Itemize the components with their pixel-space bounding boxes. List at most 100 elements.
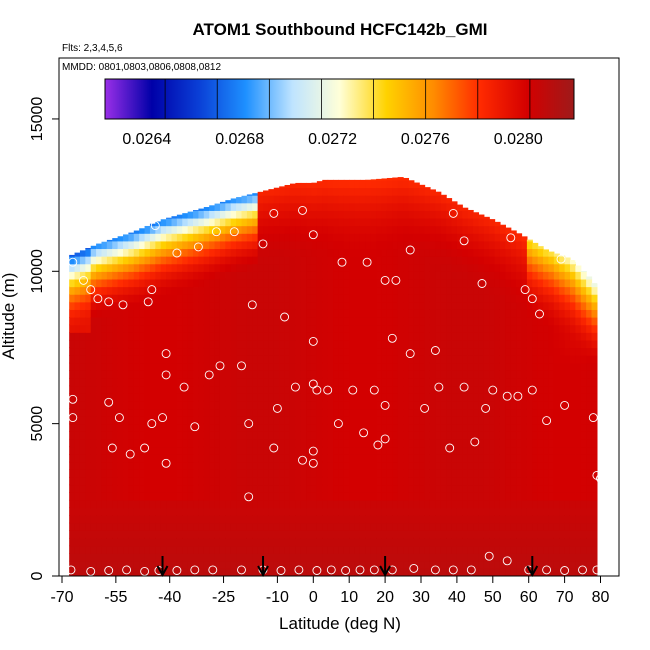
heatmap-cell <box>252 217 259 227</box>
heatmap-cell <box>354 568 361 576</box>
heatmap-cell <box>203 568 210 576</box>
heatmap-cell <box>483 301 490 310</box>
heatmap-cell <box>473 362 480 371</box>
heatmap-cell <box>322 210 329 219</box>
heatmap-cell <box>467 309 474 318</box>
heatmap-cell <box>322 324 329 333</box>
heatmap-cell <box>209 476 216 486</box>
heatmap-cell <box>349 560 356 569</box>
heatmap-cell <box>392 507 399 516</box>
heatmap-cell <box>155 553 162 562</box>
heatmap-cell <box>376 370 383 379</box>
heatmap-cell <box>279 294 286 303</box>
heatmap-cell <box>171 370 178 379</box>
heatmap-cell <box>74 317 81 326</box>
heatmap-cell <box>144 271 151 280</box>
heatmap-cell <box>198 553 205 562</box>
sample-point <box>143 297 153 307</box>
heatmap-cell <box>246 317 253 326</box>
heatmap-cell <box>532 370 539 379</box>
heatmap-cell <box>526 248 533 257</box>
heatmap-cell <box>516 553 523 562</box>
heatmap-cell <box>559 484 566 493</box>
heatmap-cell <box>322 187 329 196</box>
heatmap-cell <box>365 469 372 478</box>
heatmap-cell <box>510 454 517 463</box>
heatmap-cell <box>182 256 189 265</box>
heatmap-cell <box>403 446 410 455</box>
heatmap-cell <box>397 179 404 189</box>
heatmap-cell <box>537 545 544 554</box>
heatmap-cell <box>101 515 108 524</box>
heatmap-cell <box>155 385 162 394</box>
heatmap-cell <box>537 537 544 547</box>
heatmap-cell <box>273 256 280 265</box>
heatmap-cell <box>133 553 140 562</box>
heatmap-cell <box>435 522 442 531</box>
heatmap-cell <box>483 377 490 387</box>
heatmap-cell <box>166 537 173 547</box>
heatmap-cell <box>327 202 334 211</box>
heatmap-cell <box>198 431 205 440</box>
heatmap-cell <box>435 191 442 196</box>
heatmap-cell <box>187 400 194 410</box>
heatmap-cell <box>559 530 566 539</box>
heatmap-cell <box>139 522 146 531</box>
heatmap-cell <box>392 286 399 295</box>
heatmap-cell <box>246 195 253 204</box>
heatmap-cell <box>279 393 286 402</box>
heatmap-cell <box>489 438 496 448</box>
sample-point <box>244 492 254 502</box>
heatmap-cell <box>429 568 436 576</box>
heatmap-cell <box>209 560 216 569</box>
heatmap-cell <box>123 545 130 554</box>
heatmap-cell <box>516 560 523 569</box>
heatmap-cell <box>451 248 458 257</box>
heatmap-cell <box>79 347 86 356</box>
heatmap-cell <box>279 324 286 333</box>
heatmap-cell <box>456 294 463 303</box>
heatmap-cell <box>295 187 302 196</box>
heatmap-cell <box>252 377 259 387</box>
heatmap-cell <box>90 522 97 531</box>
heatmap-cell <box>338 355 345 364</box>
heatmap-cell <box>349 476 356 486</box>
heatmap-cell <box>483 492 490 501</box>
heatmap-cell <box>225 423 232 432</box>
heatmap-cell <box>246 210 253 219</box>
heatmap-cell <box>489 317 496 326</box>
heatmap-cell <box>257 484 264 493</box>
heatmap-cell <box>338 530 345 539</box>
heatmap-cell <box>230 332 237 341</box>
heatmap-cell <box>252 355 259 364</box>
heatmap-cell <box>246 400 253 410</box>
heatmap-cell <box>521 515 528 524</box>
heatmap-cell <box>586 492 593 501</box>
heatmap-cell <box>273 560 280 569</box>
heatmap-cell <box>112 370 119 379</box>
heatmap-cell <box>365 515 372 524</box>
heatmap-cell <box>193 446 200 455</box>
heatmap-cell <box>543 362 550 371</box>
heatmap-cell <box>327 545 334 554</box>
heatmap-cell <box>289 225 296 234</box>
heatmap-cell <box>446 515 453 524</box>
heatmap-cell <box>182 454 189 463</box>
heatmap-cell <box>306 377 313 387</box>
heatmap-cell <box>144 324 151 333</box>
heatmap-cell <box>354 461 361 470</box>
heatmap-cell <box>413 278 420 288</box>
heatmap-cell <box>494 454 501 463</box>
heatmap-cell <box>499 530 506 539</box>
heatmap-cell <box>322 233 329 242</box>
heatmap-cell <box>499 400 506 410</box>
heatmap-cell <box>526 431 533 440</box>
heatmap-cell <box>381 294 388 303</box>
heatmap-cell <box>327 469 334 478</box>
heatmap-cell <box>359 225 366 234</box>
heatmap-cell <box>553 253 560 257</box>
heatmap-cell <box>69 355 76 364</box>
heatmap-cell <box>494 492 501 501</box>
heatmap-cell <box>273 370 280 379</box>
heatmap-cell <box>198 256 205 265</box>
